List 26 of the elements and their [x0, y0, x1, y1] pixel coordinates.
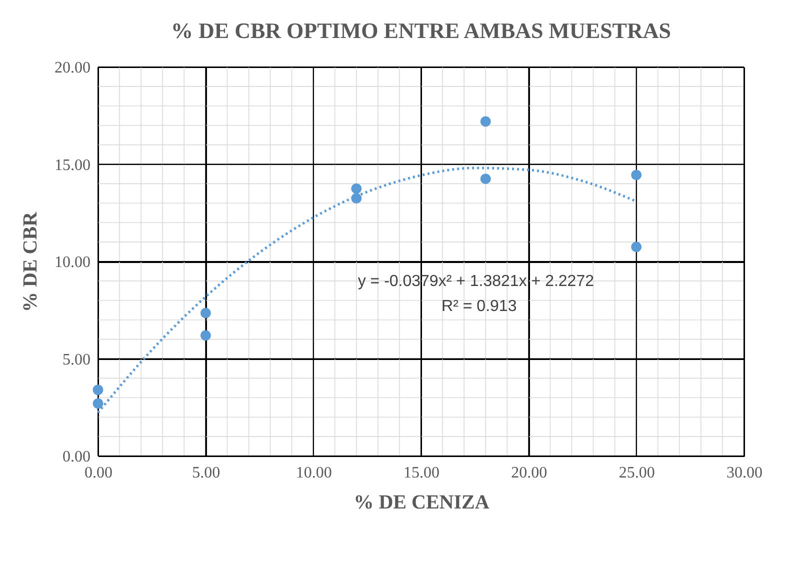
x-tick-label: 30.00 [726, 464, 762, 482]
x-tick-label: 5.00 [192, 464, 220, 482]
point [480, 116, 491, 127]
x-tick-label: 15.00 [404, 464, 440, 482]
x-tick-label: 25.00 [618, 464, 655, 482]
point [480, 174, 491, 184]
y-tick-label: 0.00 [62, 448, 90, 466]
point [351, 183, 362, 194]
chart-title: % DE CBR OPTIMO ENTRE AMBAS MUESTRAS [171, 18, 671, 43]
annotation: R² = 0.913 [442, 298, 517, 316]
x-axis-title: % DE CENIZA [354, 492, 490, 514]
y-tick-label: 15.00 [54, 156, 90, 174]
point [92, 384, 104, 396]
y-tick-label: 10.00 [54, 254, 90, 271]
point [200, 308, 211, 318]
point [631, 242, 642, 252]
y-axis-title: % DE CBR [20, 211, 42, 312]
point [631, 170, 642, 180]
point [351, 193, 362, 204]
x-tick-label: 20.00 [511, 464, 548, 482]
x-tick-label: 0.00 [84, 464, 112, 482]
point [200, 330, 211, 341]
y-tick-label: 20.00 [54, 60, 90, 76]
y-tick-label: 5.00 [62, 351, 90, 368]
point [92, 398, 104, 409]
x-tick-label: 10.00 [296, 464, 332, 482]
